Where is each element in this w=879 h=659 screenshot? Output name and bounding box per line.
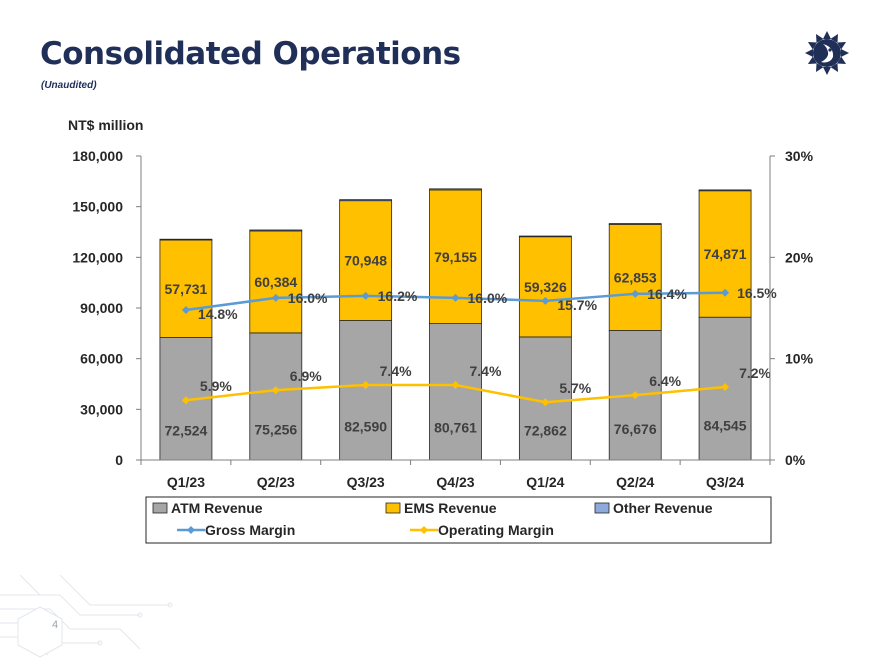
x-tick-label: Q1/24	[526, 474, 564, 490]
ems-value-label: 74,871	[704, 246, 747, 262]
gross-margin-label: 16.5%	[737, 285, 777, 301]
gross-margin-label: 15.7%	[557, 297, 597, 313]
y-right-tick-label: 10%	[785, 351, 814, 367]
ems-value-label: 79,155	[434, 249, 477, 265]
operating-margin-label: 6.4%	[649, 373, 681, 389]
gross-margin-point	[181, 306, 190, 315]
ems-value-label: 57,731	[165, 281, 208, 297]
ems-value-label: 60,384	[254, 274, 297, 290]
bar-atm-revenue	[339, 320, 393, 461]
bar-atm-revenue	[429, 323, 482, 461]
bar-other-revenue	[429, 188, 482, 191]
legend-marker-operating-margin	[420, 526, 428, 534]
sun-logo-icon	[805, 31, 849, 75]
operating-margin-point	[271, 386, 280, 395]
legend-label-gross-margin: Gross Margin	[205, 522, 295, 538]
legend-label-atm-revenue: ATM Revenue	[171, 500, 263, 516]
atm-value-label: 76,676	[614, 421, 657, 437]
bar-atm-revenue	[249, 332, 303, 461]
operating-margin-label: 6.9%	[290, 368, 322, 384]
y-left-tick-label: 150,000	[72, 199, 123, 215]
atm-value-label: 82,590	[344, 419, 387, 435]
gross-margin-point	[361, 291, 370, 300]
circuit-pattern	[0, 575, 173, 658]
bar-ems-revenue	[339, 200, 393, 321]
gross-margin-point	[721, 288, 730, 297]
atm-value-label: 72,862	[524, 422, 567, 438]
atm-value-label: 80,761	[434, 419, 477, 435]
bar-ems-revenue	[518, 236, 572, 338]
operating-margin-point	[631, 391, 640, 400]
y-left-tick-label: 30,000	[80, 401, 123, 417]
x-tick-label: Q2/24	[616, 474, 654, 490]
ems-value-label: 62,853	[614, 269, 657, 285]
page-subtitle: (Unaudited)	[41, 80, 97, 91]
operating-margin-point	[721, 383, 730, 392]
ems-value-label: 59,326	[524, 279, 567, 295]
bar-other-revenue	[608, 223, 662, 225]
atm-value-label: 75,256	[254, 421, 297, 437]
operating-margin-label: 5.9%	[200, 378, 232, 394]
legend-label-operating-margin: Operating Margin	[438, 522, 554, 538]
gross-margin-label: 16.2%	[378, 288, 418, 304]
atm-value-label: 72,524	[165, 423, 208, 439]
y-left-tick-label: 120,000	[72, 249, 123, 265]
x-tick-label: Q3/23	[347, 474, 385, 490]
y-left-tick-label: 180,000	[72, 148, 123, 164]
page-number: 4	[52, 619, 59, 631]
bar-other-revenue	[698, 189, 752, 192]
legend-box	[145, 496, 772, 544]
legend-swatch-atm-revenue	[152, 502, 168, 514]
bar-other-revenue	[159, 238, 213, 241]
operating-margin-label: 7.2%	[739, 365, 771, 381]
gross-margin-label: 14.8%	[198, 306, 238, 322]
operating-margin-point	[181, 396, 190, 405]
ems-value-label: 70,948	[344, 253, 387, 269]
page-title: Consolidated Operations	[40, 36, 461, 72]
operating-margin-point	[541, 398, 550, 407]
operating-margin-point	[451, 381, 460, 390]
gross-margin-point	[541, 296, 550, 305]
operating-margin-label: 7.4%	[380, 363, 412, 379]
bar-other-revenue	[339, 199, 393, 202]
bar-other-revenue	[518, 235, 572, 238]
gross-margin-label: 16.0%	[468, 290, 508, 306]
x-tick-label: Q3/24	[706, 474, 744, 490]
gross-margin-label: 16.0%	[288, 290, 328, 306]
operating-margin-label: 7.4%	[470, 363, 502, 379]
atm-value-label: 84,545	[704, 418, 747, 434]
x-tick-label: Q4/23	[436, 474, 474, 490]
gross-margin-point	[451, 293, 460, 302]
y-right-tick-label: 30%	[785, 148, 814, 164]
gross-margin-label: 16.4%	[647, 286, 687, 302]
legend-label-ems-revenue: EMS Revenue	[404, 500, 497, 516]
bar-ems-revenue	[608, 223, 662, 331]
gross-margin-point	[271, 293, 280, 302]
bar-other-revenue	[249, 229, 303, 232]
gross-margin-point	[631, 289, 640, 298]
unit-label: NT$ million	[68, 117, 143, 133]
y-left-tick-label: 90,000	[80, 300, 123, 316]
bar-ems-revenue	[159, 239, 213, 338]
x-tick-label: Q1/23	[167, 474, 205, 490]
legend-label-other-revenue: Other Revenue	[613, 500, 713, 516]
y-right-tick-label: 0%	[785, 452, 806, 468]
y-right-tick-label: 20%	[785, 249, 814, 265]
operating-margin-point	[361, 381, 370, 390]
legend-swatch-other-revenue	[594, 502, 610, 514]
legend-marker-gross-margin	[187, 526, 195, 534]
operating-margin-label: 5.7%	[559, 380, 591, 396]
legend-swatch-ems-revenue	[385, 502, 401, 514]
y-left-tick-label: 0	[115, 452, 123, 468]
x-tick-label: Q2/23	[257, 474, 295, 490]
y-left-tick-label: 60,000	[80, 351, 123, 367]
